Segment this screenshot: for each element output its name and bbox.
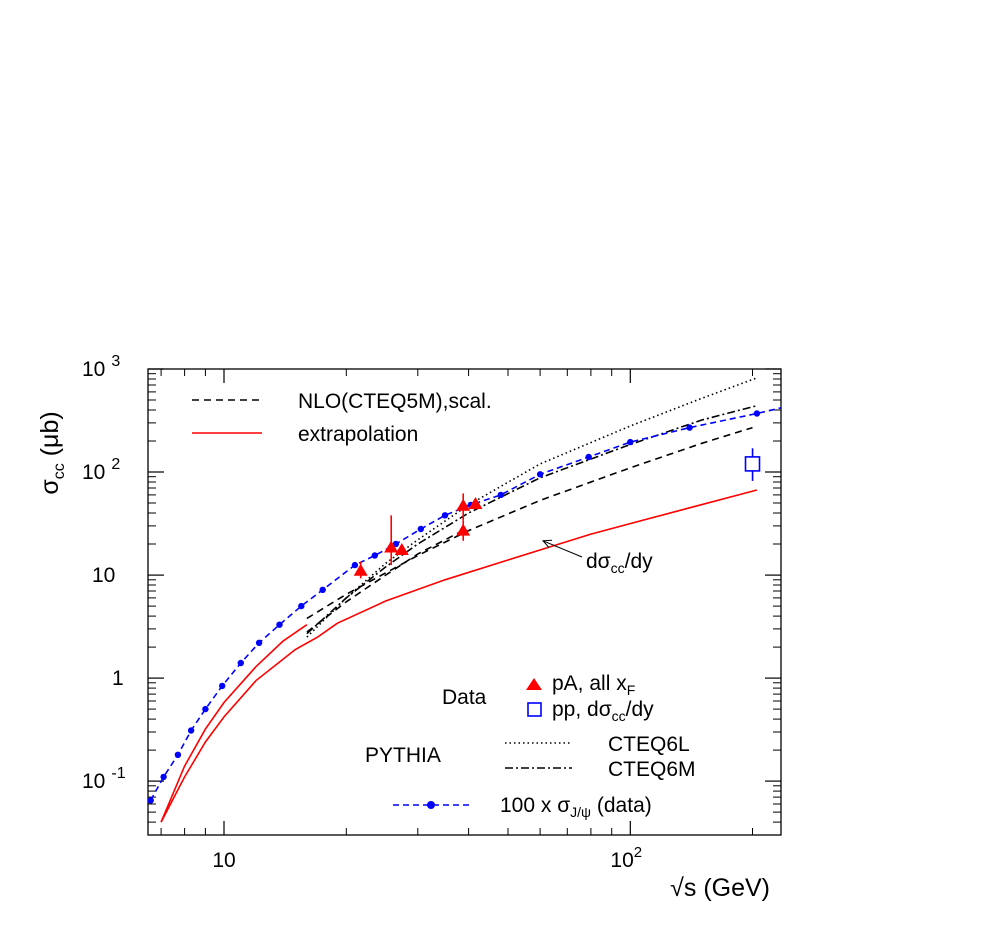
series-layer bbox=[149, 377, 782, 823]
plot-frame bbox=[147, 368, 782, 836]
series-marker-jpsi bbox=[686, 424, 693, 431]
series-marker-jpsi bbox=[351, 561, 359, 569]
series-marker-jpsi bbox=[276, 621, 283, 628]
series-marker-jpsi bbox=[627, 438, 634, 446]
x-tick-label: 10 bbox=[212, 849, 235, 872]
pA-data-point bbox=[456, 523, 471, 536]
series-marker-jpsi bbox=[219, 682, 226, 690]
series-marker-jpsi bbox=[147, 797, 154, 804]
legend-group-pythia: PYTHIA bbox=[365, 744, 441, 767]
y-tick-label: 10 bbox=[92, 564, 115, 587]
series-marker-jpsi bbox=[174, 751, 182, 758]
x-tick-label: 102 bbox=[610, 844, 642, 872]
pA-data-point bbox=[456, 498, 471, 511]
legend-label-pA: pA, all xF bbox=[552, 672, 635, 698]
y-tick-label: 10 2 bbox=[82, 456, 120, 484]
legend-top: NLO(CTEQ5M),scal. extrapolation bbox=[192, 390, 492, 446]
series-marker-jpsi bbox=[255, 639, 263, 646]
series-marker-jpsi bbox=[441, 512, 449, 519]
legend-label-nlo: NLO(CTEQ5M),scal. bbox=[298, 390, 492, 413]
series-marker-jpsi bbox=[585, 453, 592, 461]
series-marker-jpsi bbox=[319, 586, 326, 593]
series-marker-jpsi bbox=[371, 552, 378, 559]
y-axis-label: σcc (μb) bbox=[36, 411, 68, 494]
series-marker-jpsi bbox=[187, 727, 195, 734]
legend-marker-pA bbox=[526, 678, 542, 690]
series-marker-jpsi bbox=[237, 659, 244, 667]
series-marker-jpsi bbox=[417, 525, 424, 533]
series-line-jpsi bbox=[149, 407, 782, 801]
legend-group-data: Data bbox=[442, 686, 487, 709]
pA-data-point bbox=[353, 563, 368, 576]
series-marker-jpsi bbox=[298, 602, 305, 610]
y-tick-label: 10 3 bbox=[82, 353, 120, 381]
series-line-extrapolation_dy bbox=[160, 624, 308, 823]
y-tick-label: 1 bbox=[112, 667, 124, 690]
series-line-nlo_lower bbox=[306, 531, 460, 633]
markers-layer bbox=[147, 410, 761, 804]
pA-data-point bbox=[468, 497, 483, 509]
pA-data-point bbox=[384, 540, 399, 553]
annotation-arrow bbox=[542, 540, 583, 558]
series-marker-jpsi bbox=[160, 773, 167, 781]
annotation-arrowhead bbox=[541, 539, 553, 548]
pA-data-point bbox=[394, 543, 409, 555]
series-marker-jpsi bbox=[753, 410, 761, 417]
axis-ticks bbox=[148, 368, 781, 836]
series-line-pythia_cteq6m bbox=[306, 404, 758, 635]
series-marker-jpsi bbox=[202, 705, 209, 713]
legend-label-cteq6m: CTEQ6M bbox=[608, 758, 696, 781]
legend-label-extrapolation: extrapolation bbox=[298, 423, 418, 446]
x-axis-label: √s (GeV) bbox=[670, 874, 770, 902]
series-line-extrapolation bbox=[160, 489, 758, 823]
series-marker-jpsi bbox=[392, 540, 400, 548]
legend-marker-jpsi bbox=[427, 801, 435, 809]
y-tick-label: 10 -1 bbox=[82, 765, 126, 793]
series-marker-jpsi bbox=[497, 491, 504, 499]
series-line-nlo bbox=[306, 426, 753, 620]
annotation-dsigma-dy: dσcc/dy bbox=[541, 539, 653, 576]
annotation-label: dσcc/dy bbox=[586, 550, 653, 576]
legend-label-jpsi: 100 x σJ/ψ (data) bbox=[500, 794, 652, 820]
data-points-layer bbox=[353, 448, 761, 579]
pp-data-point bbox=[744, 456, 761, 472]
legend-label-pp: pp, dσcc/dy bbox=[552, 698, 654, 724]
legend-label-cteq6l: CTEQ6L bbox=[608, 733, 690, 756]
series-marker-jpsi bbox=[536, 471, 544, 478]
legend-bottom: Data pA, all xF pp, dσcc/dy PYTHIA CTEQ6… bbox=[365, 672, 696, 820]
series-line-pythia_cteq6l bbox=[306, 377, 758, 638]
legend-marker-pp bbox=[527, 702, 542, 717]
